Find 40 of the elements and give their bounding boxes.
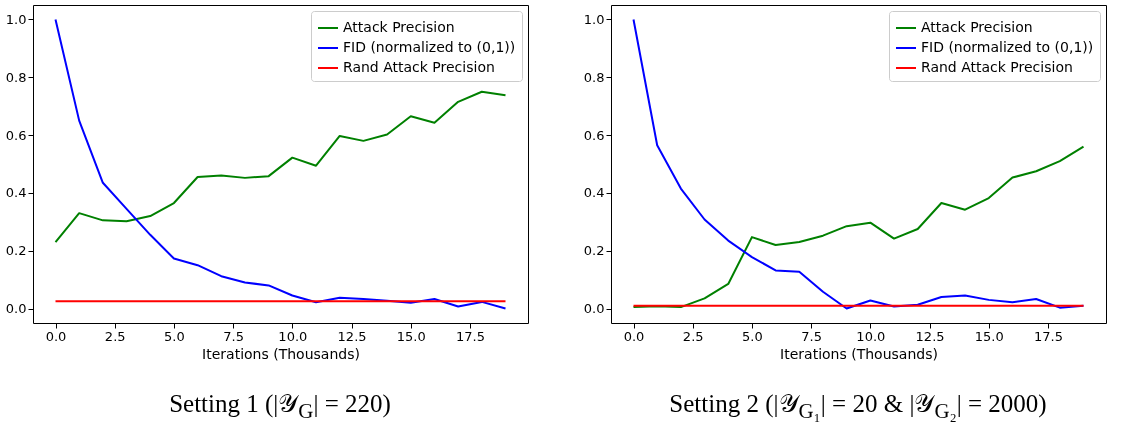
- y-tick-label: 0.6: [583, 127, 605, 143]
- x-tick-label: 15.0: [974, 328, 1004, 344]
- text: Setting 2 (|𝒴$_{G₁}$| = 20 & |𝒴$_{G₂}$| = 2000): [668, 390, 1048, 424]
- x-tick-label: 17.5: [456, 328, 485, 344]
- y-tick-label: 1.0: [583, 11, 605, 27]
- line-series: [632, 145, 1085, 309]
- x-axis-title: Iterations (Thousands): [202, 345, 360, 362]
- x-tick-label: 7.5: [801, 328, 822, 344]
- legend-label: Attack Precision: [343, 19, 455, 35]
- y-tick-label: 0.2: [583, 243, 605, 259]
- x-tick-label: 12.5: [337, 328, 367, 344]
- x-tick-label: 7.5: [223, 328, 244, 344]
- y-tick-label: 0.4: [5, 185, 27, 201]
- y-tick-label: 0.4: [583, 185, 605, 201]
- y-tick-label: 0.0: [5, 301, 27, 317]
- x-tick-label: 0.0: [45, 328, 67, 344]
- x-tick-label: 2.5: [104, 328, 126, 344]
- x-axis-title: Iterations (Thousands): [780, 345, 938, 362]
- legend-label: Rand Attack Precision: [343, 59, 495, 75]
- y-tick-label: 0.2: [5, 243, 27, 259]
- y-tick-label: 0.0: [583, 301, 605, 317]
- y-tick-label: 1.0: [5, 11, 27, 27]
- legend-label: FID (normalized to (0,1)): [921, 39, 1094, 55]
- x-tick-label: 10.0: [278, 328, 308, 344]
- y-tick-label: 0.6: [5, 127, 27, 143]
- line-series: [54, 90, 507, 244]
- x-tick-label: 17.5: [1034, 328, 1063, 344]
- x-tick-label: 5.0: [164, 328, 185, 344]
- legend-label: Rand Attack Precision: [921, 59, 1073, 75]
- x-tick-label: 10.0: [856, 328, 886, 344]
- x-tick-label: 0.0: [623, 328, 645, 344]
- y-tick-label: 0.8: [583, 69, 605, 85]
- x-tick-label: 2.5: [682, 328, 704, 344]
- y-tick-label: 0.8: [5, 69, 27, 85]
- text: Setting 1 (|𝒴$_{G}$| = 220): [168, 390, 392, 424]
- legend-label: Attack Precision: [921, 19, 1033, 35]
- legend-label: FID (normalized to (0,1)): [343, 39, 516, 55]
- x-tick-label: 12.5: [915, 328, 945, 344]
- x-tick-label: 5.0: [742, 328, 763, 344]
- x-tick-label: 15.0: [396, 328, 426, 344]
